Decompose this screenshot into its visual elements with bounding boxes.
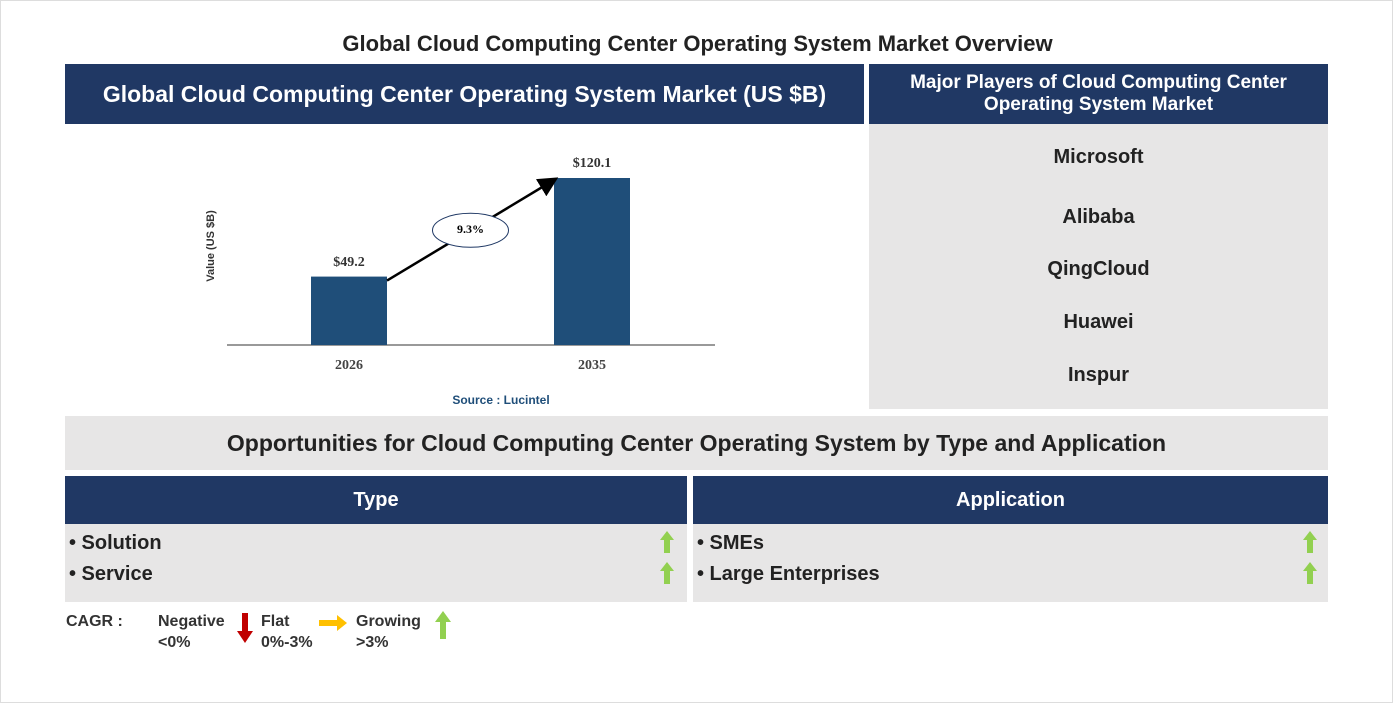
- up-arrow: [435, 611, 451, 639]
- x-tick-label: 2026: [335, 358, 363, 373]
- cagr-bubble: [432, 212, 509, 248]
- y-axis-label: Value (US $B): [205, 210, 217, 282]
- cagr-label: 9.3%: [457, 222, 484, 236]
- legend-growing: Growing >3%: [356, 611, 421, 653]
- players-panel: Microsoft Alibaba QingCloud Huawei Inspur: [869, 124, 1328, 409]
- arrow-shape: [660, 562, 674, 584]
- up-arrow: [660, 562, 674, 584]
- player-name: QingCloud: [1047, 258, 1150, 280]
- player-name: Alibaba: [1062, 206, 1135, 228]
- chart-header: Global Cloud Computing Center Operating …: [65, 64, 864, 124]
- source: Source : Lucintel: [452, 393, 549, 407]
- legend-title: CAGR :: [66, 613, 123, 630]
- player-name: Microsoft: [1053, 146, 1144, 168]
- legend-text: Flat: [261, 613, 290, 630]
- application-header: Application: [693, 476, 1328, 524]
- legend-negative: Negative <0%: [158, 611, 225, 653]
- opportunity-item: • Large Enterprises: [697, 563, 880, 585]
- up-arrow: [660, 531, 674, 553]
- bar: [311, 276, 387, 345]
- x-tick-label: 2035: [578, 358, 606, 373]
- legend-text: >3%: [356, 634, 389, 651]
- legend-text: <0%: [158, 634, 191, 651]
- page-title: Global Cloud Computing Center Operating …: [342, 31, 1053, 56]
- player-name: Huawei: [1063, 311, 1134, 333]
- type-header: Type: [65, 476, 687, 524]
- players-header: Major Players of Cloud Computing Center …: [869, 64, 1328, 124]
- arrow-shape: [1303, 531, 1317, 553]
- opportunities-title: Opportunities for Cloud Computing Center…: [65, 416, 1328, 470]
- down-arrow: [237, 613, 253, 643]
- value-label: $120.1: [573, 156, 612, 171]
- arrow-shape: [660, 531, 674, 553]
- value-label: $49.2: [333, 255, 365, 270]
- legend-text: Growing: [356, 613, 421, 630]
- opportunity-item: • Service: [69, 563, 153, 585]
- right-arrow: [319, 615, 347, 631]
- legend-text: Negative: [158, 613, 225, 630]
- legend-text: 0%-3%: [261, 634, 313, 651]
- player-name: Inspur: [1067, 364, 1130, 386]
- arrow-shape: [1303, 562, 1317, 584]
- opportunity-item: • Solution: [69, 532, 162, 554]
- type-panel: • Solution • Service: [65, 524, 687, 602]
- legend-flat: Flat 0%-3%: [261, 611, 313, 653]
- up-arrow: [1303, 531, 1317, 553]
- chart: Value (US $B) Source : Lucintel $49.2 202…: [205, 156, 715, 407]
- bar: [554, 178, 630, 345]
- up-arrow: [1303, 562, 1317, 584]
- application-panel: • SMEs • Large Enterprises: [693, 524, 1328, 602]
- opportunity-item: • SMEs: [697, 532, 765, 554]
